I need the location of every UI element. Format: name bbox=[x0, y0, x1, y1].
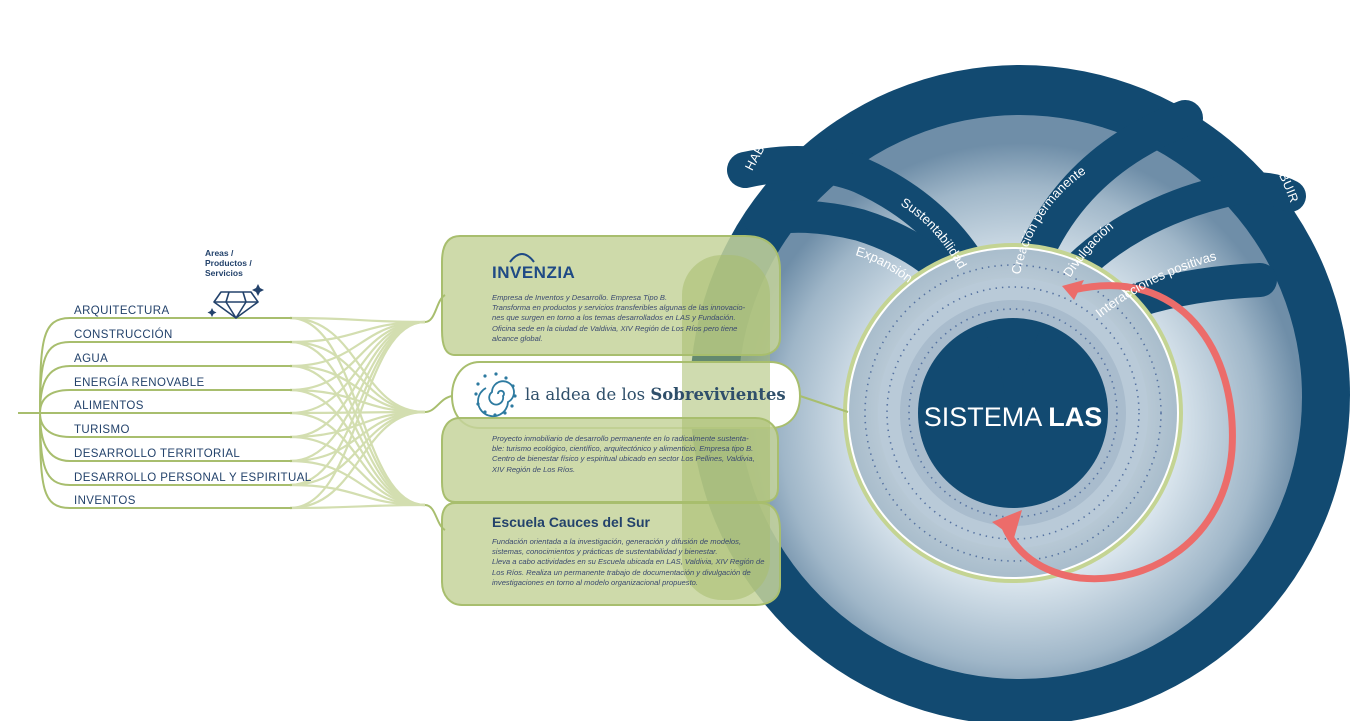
diamond-icon bbox=[207, 284, 264, 319]
invenzia-desc-line: nes que surgen en torno a los temas desa… bbox=[492, 313, 736, 323]
invenzia-logo-arc bbox=[509, 253, 535, 263]
escuela-desc-line: Lleva a cabo actividades en su Escuela u… bbox=[492, 557, 765, 567]
dotted-ring-3 bbox=[908, 308, 1118, 518]
entity-blobs bbox=[424, 235, 849, 606]
ring-word: BIENESTAR bbox=[944, 0, 1046, 20]
areas-header: Areas / Productos / Servicios bbox=[205, 248, 252, 278]
area-label: INVENTOS bbox=[74, 495, 136, 507]
escuela-desc-line: Fundación orientada a la investigación, … bbox=[492, 537, 742, 546]
aldea-title-light: la aldea de los bbox=[525, 385, 651, 404]
dotted-ring-2 bbox=[886, 286, 1140, 540]
area-label: DESARROLLO TERRITORIAL bbox=[74, 448, 241, 460]
trunk bbox=[985, 330, 1040, 395]
aldea-desc-line: ble: turismo ecológico, científico, arqu… bbox=[492, 444, 754, 454]
invenzia-desc-line: alcance global. bbox=[492, 333, 543, 343]
area-bracket bbox=[18, 317, 292, 509]
escuela-desc-line: Los Ríos. Realiza un permanente trabajo … bbox=[492, 567, 751, 577]
escuela-desc-line: sistemas, conocimientos y prácticas de s… bbox=[492, 547, 718, 557]
area-label: TURISMO bbox=[74, 424, 130, 436]
area-label: ARQUITECTURA bbox=[74, 305, 170, 317]
invenzia-desc-line: Oficina sede en la ciudad de Valdivia, X… bbox=[492, 323, 738, 333]
escuela-description: Fundación orientada a la investigación, … bbox=[492, 537, 764, 588]
escuela-desc-line: investigaciones en torno al modelo organ… bbox=[492, 577, 699, 587]
ring-word: PRODUCIR bbox=[1208, 75, 1267, 140]
aldea-title-bold: Sobrevivientes bbox=[650, 385, 786, 404]
areas-header-line-3: Servicios bbox=[205, 268, 243, 278]
aldea-title: la aldea de los Sobrevivientes bbox=[525, 385, 786, 404]
area-label: AGUA bbox=[74, 353, 109, 365]
dotted-ring-1 bbox=[864, 264, 1162, 562]
center-disc bbox=[918, 318, 1108, 508]
ring-word: INVESTIGAR bbox=[1045, 0, 1129, 33]
aldea-desc-line: Centro de bienestar físico y espiritual … bbox=[492, 454, 755, 464]
escuela-title: Escuela Cauces del Sur bbox=[492, 514, 650, 530]
aldea-desc-line: XIV Región de Los Ríos. bbox=[492, 464, 576, 474]
area-label: CONSTRUCCIÓN bbox=[74, 329, 173, 341]
aldea-desc-line: Proyecto inmobiliario de desarrollo perm… bbox=[492, 434, 749, 443]
cycle-arrow bbox=[992, 280, 1236, 583]
system-title: SISTEMA LAS bbox=[924, 402, 1103, 432]
area-connection-lines bbox=[289, 316, 426, 510]
ring-word: VIVIR bbox=[907, 6, 948, 31]
area-label: ALIMENTOS bbox=[74, 400, 144, 412]
ring-word: APRENDER bbox=[839, 17, 912, 65]
spiral-icon bbox=[474, 372, 517, 418]
invenzia-title: INVENZIA bbox=[492, 263, 576, 282]
areas-header-line-2: Productos / bbox=[205, 258, 252, 268]
aldea-description: Proyecto inmobiliario de desarrollo perm… bbox=[492, 434, 755, 475]
invenzia-desc-line: Transforma en productos y servicios tran… bbox=[492, 303, 746, 313]
area-label: DESARROLLO PERSONAL Y ESPIRITUAL bbox=[74, 472, 312, 484]
invenzia-desc-line: Empresa de Inventos y Desarrollo. Empres… bbox=[492, 293, 668, 302]
invenzia-description: Empresa de Inventos y Desarrollo. Empres… bbox=[492, 293, 745, 344]
areas-header-line-1: Areas / bbox=[205, 248, 234, 258]
area-label: ENERGÍA RENOVABLE bbox=[74, 377, 205, 389]
ring-word: DESARROLLAR bbox=[1124, 20, 1217, 85]
